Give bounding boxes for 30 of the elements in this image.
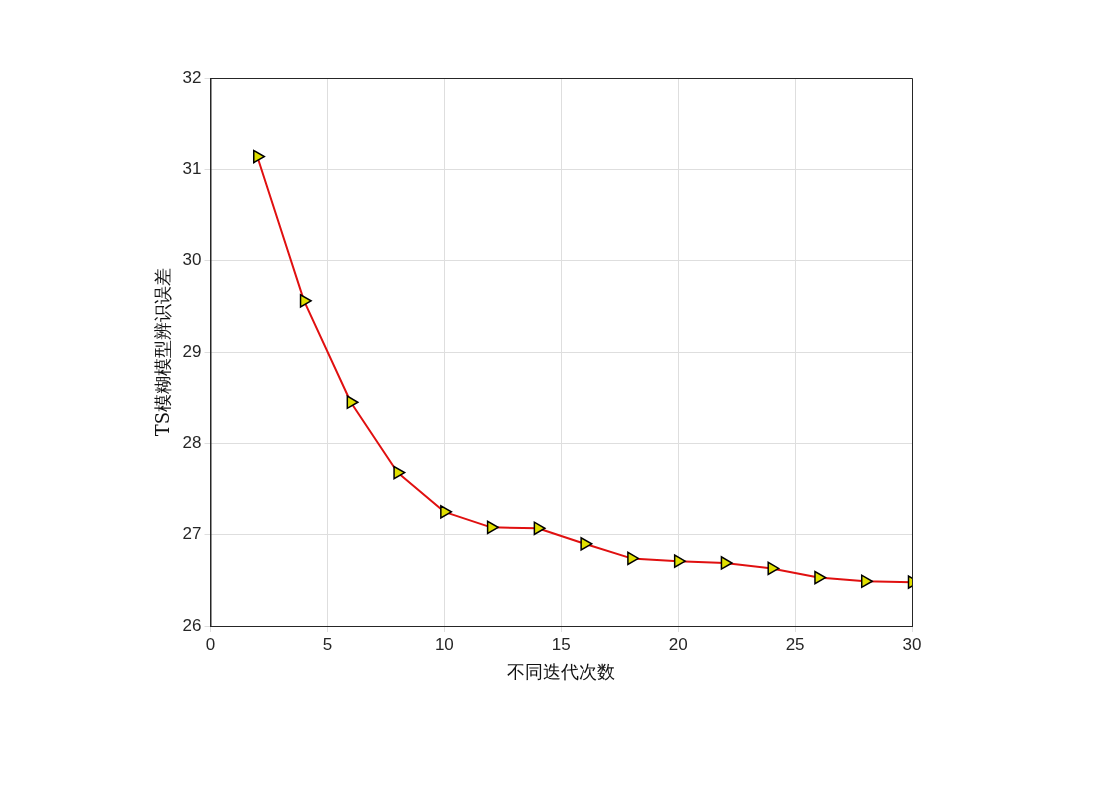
x-axis-title: 不同迭代次数 [507, 660, 616, 682]
y-tick-label: 28 [182, 433, 202, 453]
point [299, 294, 312, 308]
y-tick-label: 32 [182, 67, 202, 87]
point [720, 556, 733, 570]
point [580, 536, 593, 551]
x-tick-label: 0 [205, 634, 216, 654]
y-tick-label: 30 [182, 250, 202, 270]
y-tick-label: 31 [182, 159, 202, 179]
point [767, 561, 780, 576]
point [486, 520, 499, 535]
y-axis-title: TS模糊模型辨识误差 [152, 267, 174, 437]
point [440, 505, 453, 519]
y-tick-label: 27 [182, 524, 202, 544]
x-tick-label: 25 [785, 634, 805, 654]
y-tick-label: 26 [182, 615, 202, 635]
point [346, 395, 359, 410]
point [673, 554, 686, 568]
x-tick-label: 5 [322, 634, 333, 654]
point [533, 521, 546, 536]
y-tick-label: 29 [182, 341, 202, 361]
point [860, 574, 873, 589]
x-tick-label: 15 [551, 634, 571, 654]
point [393, 465, 406, 480]
x-tick-label: 30 [902, 634, 922, 654]
x-tick-label: 10 [434, 634, 454, 654]
point [253, 149, 266, 164]
point [627, 551, 640, 566]
x-tick-label: 20 [668, 634, 688, 654]
point [814, 570, 827, 585]
